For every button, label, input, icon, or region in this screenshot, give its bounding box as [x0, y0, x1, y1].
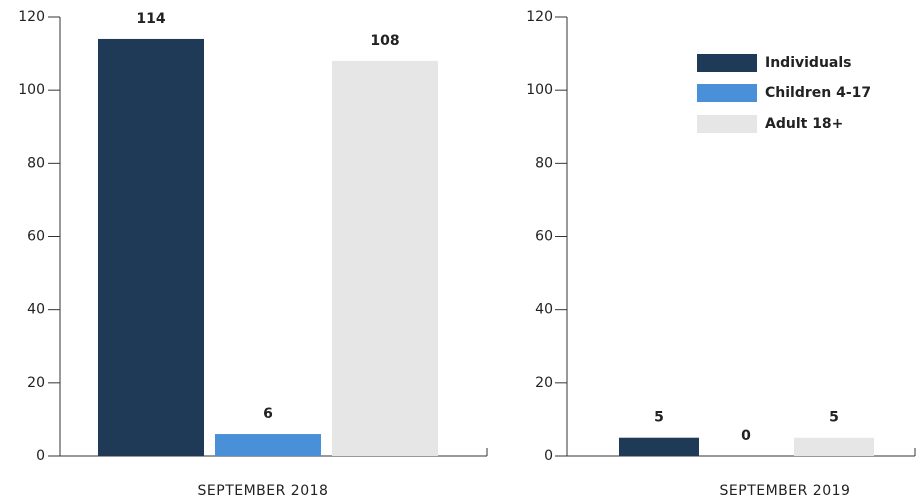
x-category-label: SEPTEMBER 2018	[198, 483, 329, 499]
y-tick-label: 100	[526, 82, 553, 98]
y-tick-label: 80	[535, 155, 553, 171]
bar	[619, 437, 699, 456]
value-label: 5	[654, 410, 664, 426]
y-tick-label: 120	[18, 9, 45, 25]
legend-swatch	[697, 84, 757, 102]
x-category-label: SEPTEMBER 2019	[720, 483, 851, 499]
y-tick-label: 0	[544, 448, 553, 464]
bar	[98, 38, 204, 456]
legend-swatch	[697, 115, 757, 133]
value-label: 5	[829, 410, 839, 426]
value-label: 114	[136, 11, 165, 27]
y-tick-label: 120	[526, 9, 553, 25]
y-tick-label: 40	[535, 302, 553, 318]
y-tick-label: 80	[27, 155, 45, 171]
y-tick-label: 20	[27, 375, 45, 391]
bar	[794, 437, 874, 456]
bar	[332, 60, 438, 457]
legend-swatch	[697, 54, 757, 72]
y-tick-label: 40	[27, 302, 45, 318]
legend-label: Individuals	[765, 55, 852, 71]
y-tick-label: 60	[535, 229, 553, 245]
y-tick-label: 0	[36, 448, 45, 464]
y-tick-label: 100	[18, 82, 45, 98]
y-tick-label: 60	[27, 229, 45, 245]
bar	[215, 434, 321, 456]
value-label: 0	[741, 428, 751, 444]
value-label: 6	[263, 406, 273, 422]
legend-label: Children 4-17	[765, 85, 871, 101]
value-label: 108	[370, 33, 399, 49]
legend-label: Adult 18+	[765, 116, 843, 132]
y-tick-label: 20	[535, 375, 553, 391]
